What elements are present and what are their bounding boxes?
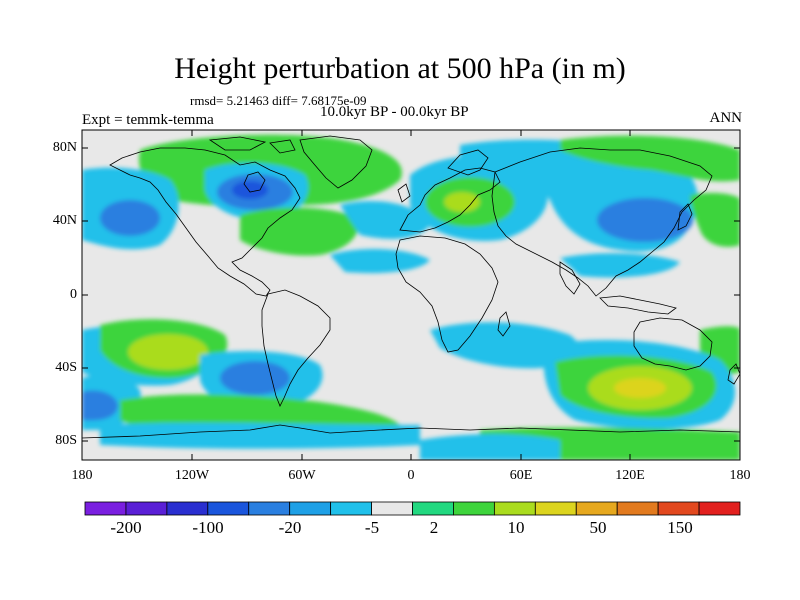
contour-blue-pacific-nw [100, 200, 160, 236]
x-tick-label: 120W [174, 468, 210, 483]
coastline-africa [395, 235, 499, 353]
coastline-scandinavia [447, 149, 489, 176]
page-title: Height perturbation at 500 hPa (in m) [174, 52, 626, 85]
season-label: ANN [709, 110, 743, 126]
colorbar-box [166, 501, 209, 516]
coastline-madagascar [497, 311, 511, 337]
contour-green-atlantic [240, 207, 359, 256]
y-tick-label: 80S [55, 433, 77, 448]
coastline-hudson-bay [243, 171, 266, 193]
colorbar-box [84, 501, 127, 516]
coastline-australia [633, 317, 713, 371]
contour-blue-south-america [220, 361, 290, 395]
contour-cyan-antarctic-east [420, 434, 560, 460]
x-tick-label: 60W [288, 468, 316, 483]
coastline-greenland [299, 135, 373, 189]
contour-cyan-indian [560, 253, 680, 278]
contour-green-arctic-east [560, 135, 740, 182]
y-tick-label: 0 [70, 287, 77, 302]
colorbar-label: 2 [429, 518, 439, 537]
colorbar-box [248, 501, 291, 516]
coastlines [82, 135, 740, 439]
x-tick-label: 60E [509, 468, 533, 483]
coastline-asia [491, 147, 713, 297]
coastline-new-zealand [727, 363, 740, 385]
colorbar-label: -200 [110, 518, 142, 537]
coastline-antarctica [82, 424, 740, 439]
coastline-india [559, 261, 581, 295]
colorbar-box [698, 501, 741, 516]
experiment-label: Expt = temmk-temma [82, 112, 214, 128]
colorbar-box [289, 501, 332, 516]
stats-text: rmsd= 5.21463 diff= 7.68175e-09 [190, 93, 367, 108]
colorbar [84, 501, 741, 516]
y-tick-label: 40S [55, 360, 77, 375]
contour-darkblue-canada [232, 181, 268, 199]
colorbar-box [207, 501, 250, 516]
colorbar-box [412, 501, 454, 516]
colorbar-box [125, 501, 168, 516]
colorbar-box [371, 501, 413, 516]
coastline-south-america [261, 289, 331, 407]
coastline-europe [399, 167, 501, 233]
contour-cyan-indian-south [430, 322, 579, 369]
colorbar-box [657, 501, 700, 516]
coastline-indonesia [599, 295, 677, 315]
colorbar-box [575, 501, 618, 516]
colorbar-box [493, 501, 536, 516]
coastline-japan [677, 203, 693, 231]
contour-cyan-subantarctic [100, 422, 420, 449]
colorbar-label: -5 [364, 518, 380, 537]
contour-cyan-mideast [330, 248, 430, 274]
period-text: 10.0kyr BP - 00.0kyr BP [320, 104, 469, 120]
contour-yellowgreen-south-pacific [128, 334, 208, 370]
colorbar-label: -20 [278, 518, 302, 537]
y-tick-label: 40N [52, 213, 77, 228]
x-tick-label: 180 [729, 468, 751, 483]
coastline-arctic-islands [208, 136, 296, 154]
colorbar-label: 50 [589, 518, 607, 537]
colorbar-label: 150 [667, 518, 693, 537]
x-tick-label: 0 [407, 468, 415, 483]
contour-blue-far-west [82, 390, 118, 421]
colorbar-label: -100 [192, 518, 224, 537]
colorbar-box [616, 501, 659, 516]
contour-blue-east-asia [597, 198, 693, 242]
axis-ticks [81, 130, 741, 460]
x-tick-label: 180 [71, 468, 93, 483]
coastline-british-isles [397, 183, 411, 203]
colorbar-box [453, 501, 495, 516]
colorbar-box [534, 501, 577, 516]
y-tick-label: 80N [52, 140, 77, 155]
contour-cyan-atlantic [340, 201, 430, 239]
contour-yellowgreen-europe [444, 192, 480, 212]
coastline-north-america [109, 147, 301, 297]
colorbar-box [330, 501, 372, 516]
contour-fields [82, 134, 740, 460]
colorbar-label: 10 [507, 518, 525, 537]
x-tick-label: 120E [615, 468, 645, 483]
contour-yellow-australia-south [614, 378, 666, 398]
contour-green-pacific-ne [690, 192, 740, 247]
